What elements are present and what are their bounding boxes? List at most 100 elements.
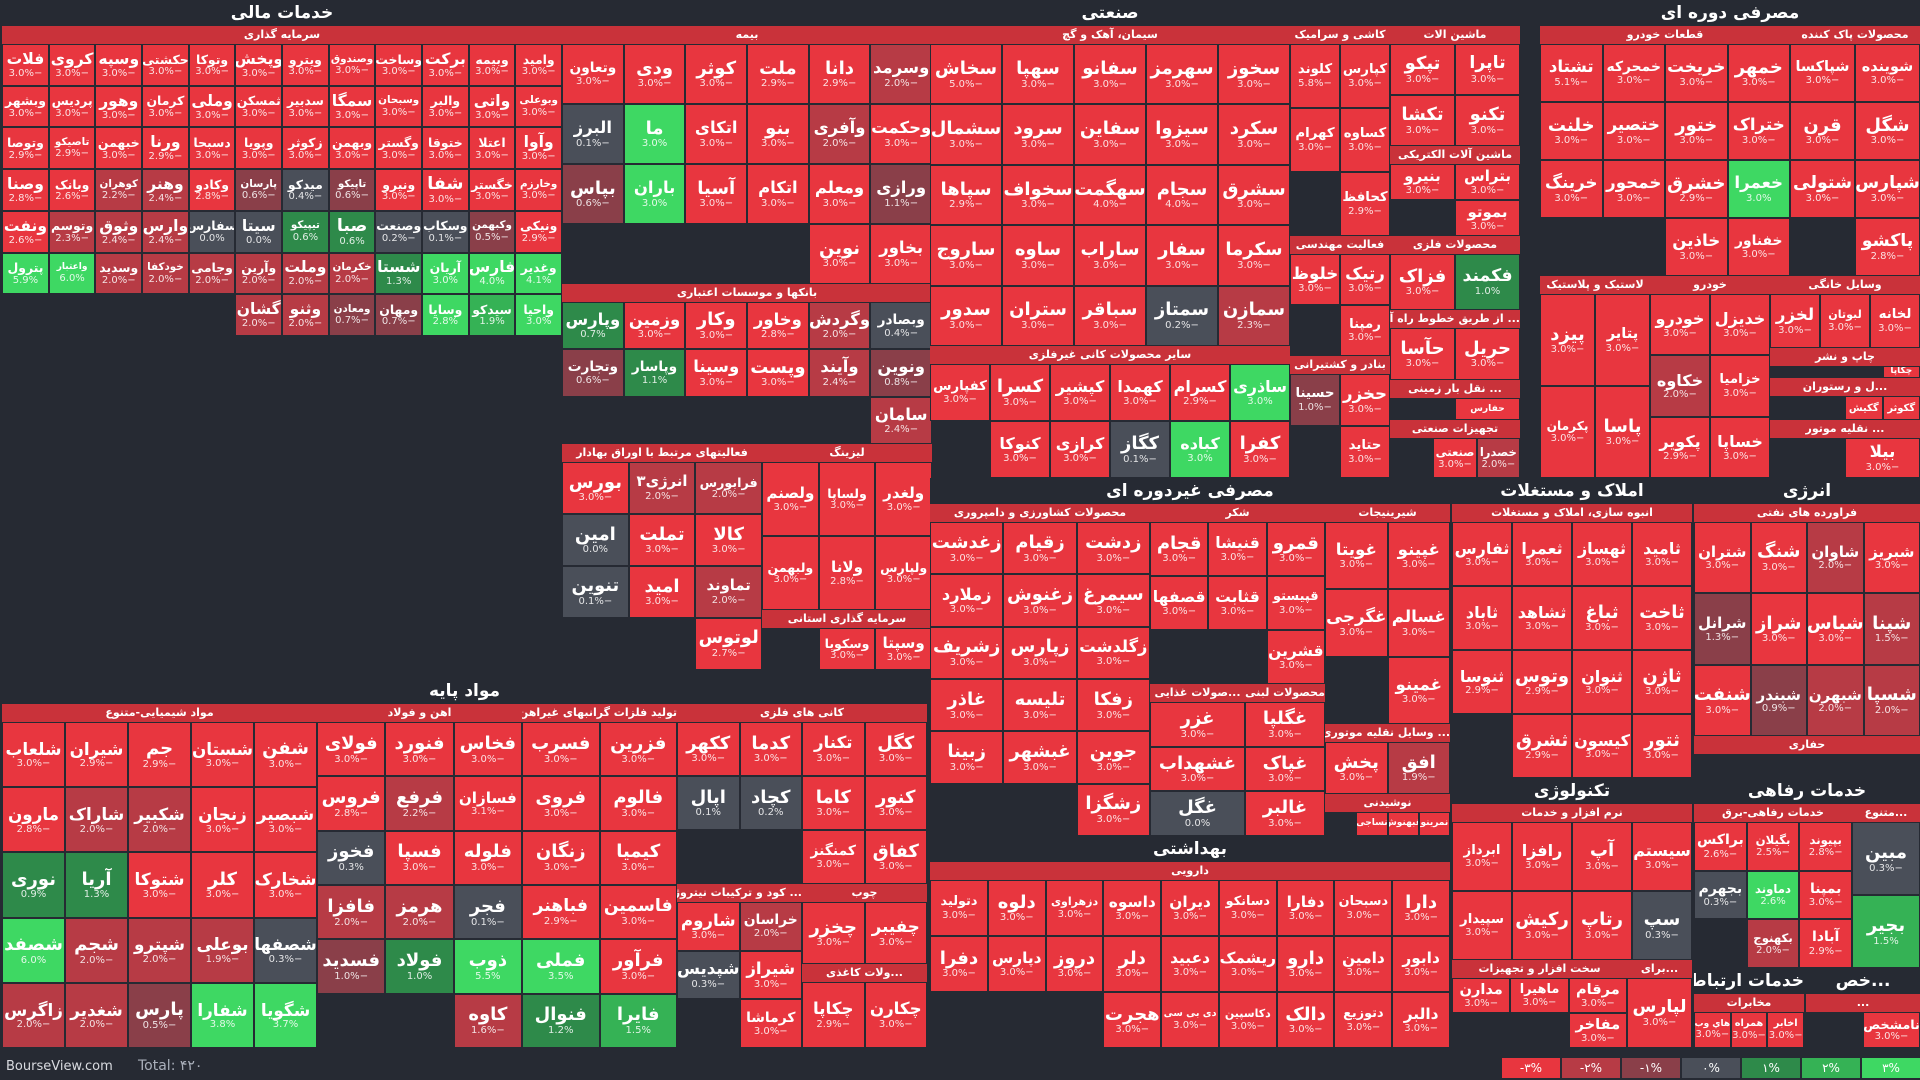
- stock-tile[interactable]: لوتوس −2.7%: [695, 618, 762, 670]
- stock-tile[interactable]: کلر −3.0%: [191, 852, 254, 918]
- stock-tile[interactable]: زفکا −3.0%: [1076, 678, 1150, 732]
- stock-tile[interactable]: سهگمت −4.0%: [1074, 164, 1146, 226]
- stock-tile[interactable]: غگرجی −3.0%: [1325, 589, 1388, 657]
- stock-tile[interactable]: شپاکسا −3.0%: [1790, 44, 1855, 102]
- stock-tile[interactable]: شسپا −2.0%: [1863, 664, 1920, 736]
- stock-tile[interactable]: دزهراوی −3.0%: [1045, 880, 1104, 936]
- stock-tile[interactable]: سمازن −2.3%: [1218, 285, 1290, 346]
- stock-tile[interactable]: بمپنا −3.0%: [1799, 870, 1852, 920]
- stock-tile[interactable]: وبیمه −3.0%: [468, 44, 516, 86]
- stock-tile[interactable]: شفن −3.0%: [254, 722, 317, 788]
- stock-tile[interactable]: شپدیس −0.3%: [677, 950, 740, 1000]
- stock-tile[interactable]: مدارن −3.0%: [1452, 978, 1511, 1013]
- stock-tile[interactable]: تلیسه −3.0%: [1003, 678, 1077, 732]
- stock-tile[interactable]: پخش −3.0%: [1325, 742, 1388, 794]
- stock-tile[interactable]: ثعمرا −3.0%: [1512, 522, 1572, 586]
- stock-tile[interactable]: فلوله −3.0%: [453, 830, 522, 885]
- stock-tile[interactable]: آبادا −2.9%: [1799, 919, 1852, 968]
- stock-tile[interactable]: ومعادن −0.7%: [328, 294, 376, 336]
- stock-tile[interactable]: والبر −3.0%: [422, 85, 469, 128]
- stock-tile[interactable]: لبوتان −3.0%: [1820, 294, 1870, 348]
- stock-tile[interactable]: فخاس −3.0%: [453, 722, 522, 777]
- stock-tile[interactable]: خمحور −3.0%: [1602, 160, 1665, 218]
- stock-tile[interactable]: دیران −3.0%: [1161, 880, 1219, 936]
- stock-tile[interactable]: ولانا −2.8%: [818, 536, 876, 610]
- stock-tile[interactable]: کدما −3.0%: [739, 722, 802, 776]
- stock-tile[interactable]: گکیش: [1845, 396, 1883, 420]
- stock-tile[interactable]: وسپتا −3.0%: [875, 628, 932, 670]
- stock-tile[interactable]: غویتا −3.0%: [1325, 522, 1388, 590]
- stock-tile[interactable]: شفا −3.0%: [422, 169, 469, 211]
- stock-tile[interactable]: بکهنوج −2.0%: [1746, 919, 1800, 968]
- stock-tile[interactable]: رتیک −3.0%: [1340, 254, 1390, 305]
- stock-tile[interactable]: وپاسار 1.1%: [623, 349, 686, 397]
- stock-tile[interactable]: ثهساز −3.0%: [1572, 522, 1632, 586]
- stock-tile[interactable]: تملت −3.0%: [628, 514, 696, 566]
- stock-tile[interactable]: زکوثر −3.0%: [282, 127, 329, 170]
- stock-tile[interactable]: قمرو −3.0%: [1266, 522, 1325, 576]
- stock-tile[interactable]: پترول 5.9%: [2, 252, 49, 295]
- stock-tile[interactable]: ثنوسا −2.9%: [1452, 650, 1512, 714]
- stock-tile[interactable]: شاراک −2.0%: [65, 787, 128, 853]
- stock-tile[interactable]: البرز −0.1%: [562, 104, 624, 164]
- stock-tile[interactable]: زدشت −3.0%: [1076, 522, 1150, 575]
- stock-tile[interactable]: وبشهر −3.0%: [2, 85, 49, 128]
- stock-tile[interactable]: خریخت −3.0%: [1665, 44, 1728, 102]
- stock-tile[interactable]: کمنگنز −3.0%: [802, 830, 865, 884]
- stock-tile[interactable]: چکاپا −2.9%: [802, 982, 865, 1048]
- stock-tile[interactable]: نامشخص −3.0%: [1863, 1012, 1920, 1048]
- stock-tile[interactable]: کهرام −3.0%: [1290, 108, 1340, 172]
- stock-tile[interactable]: ومهان −0.7%: [375, 294, 423, 336]
- stock-tile[interactable]: وغدیر 4.1%: [515, 252, 562, 295]
- stock-tile[interactable]: شپنا −1.5%: [1863, 593, 1920, 665]
- stock-tile[interactable]: وخارزم −3.0%: [515, 169, 562, 211]
- stock-tile[interactable]: وتوسم −2.3%: [48, 210, 96, 253]
- stock-tile[interactable]: شپارس −3.0%: [1855, 160, 1920, 218]
- stock-tile[interactable]: خرینگ −3.0%: [1540, 160, 1603, 218]
- stock-tile[interactable]: شصفها −0.3%: [254, 917, 317, 983]
- stock-tile[interactable]: ویترو −3.0%: [282, 44, 329, 86]
- stock-tile[interactable]: ثمسکن −3.0%: [235, 85, 283, 128]
- stock-tile[interactable]: وجامی −2.0%: [188, 252, 236, 295]
- stock-tile[interactable]: شبندر −0.9%: [1750, 664, 1807, 736]
- stock-tile[interactable]: پکویر −2.9%: [1650, 416, 1710, 478]
- stock-tile[interactable]: کرازی −3.0%: [1050, 421, 1110, 478]
- stock-tile[interactable]: شگل −3.0%: [1855, 102, 1920, 160]
- stock-tile[interactable]: حخزر −3.0%: [1340, 374, 1390, 426]
- stock-tile[interactable]: چفیبر −3.0%: [864, 902, 927, 964]
- stock-tile[interactable]: ونوین −0.8%: [870, 349, 932, 397]
- stock-tile[interactable]: قنیشا −3.0%: [1208, 522, 1267, 576]
- stock-tile[interactable]: چکارن −3.0%: [864, 982, 927, 1048]
- stock-tile[interactable]: چخزر −3.0%: [802, 902, 865, 964]
- stock-tile[interactable]: دپارس −3.0%: [987, 936, 1046, 992]
- stock-tile[interactable]: لخزر −3.0%: [1770, 294, 1820, 348]
- stock-tile[interactable]: فرآور −3.0%: [599, 939, 677, 994]
- stock-tile[interactable]: حریل −3.0%: [1455, 328, 1520, 380]
- stock-tile[interactable]: ستران −3.0%: [1002, 285, 1074, 346]
- stock-tile[interactable]: آریان 3.0%: [422, 252, 469, 295]
- stock-tile[interactable]: شنگ −3.0%: [1750, 522, 1807, 594]
- stock-tile[interactable]: واعتبار 6.0%: [48, 252, 96, 295]
- stock-tile[interactable]: وثنو −2.0%: [282, 294, 329, 336]
- stock-tile[interactable]: خمهر −3.0%: [1727, 44, 1790, 102]
- stock-tile[interactable]: ثاخت −3.0%: [1632, 586, 1692, 650]
- stock-tile[interactable]: زشریف −3.0%: [930, 626, 1004, 679]
- stock-tile[interactable]: وبانک −2.6%: [48, 169, 96, 211]
- stock-tile[interactable]: شصفد 6.0%: [2, 917, 65, 983]
- stock-tile[interactable]: زبینا −3.0%: [930, 731, 1004, 784]
- stock-tile[interactable]: بگیلان −2.5%: [1746, 822, 1800, 871]
- stock-tile[interactable]: وصنا −2.8%: [2, 169, 49, 211]
- stock-tile[interactable]: فسرب −3.0%: [522, 722, 600, 777]
- stock-tile[interactable]: ومعلم −3.0%: [808, 164, 871, 224]
- stock-tile[interactable]: وهنر −2.4%: [142, 169, 189, 211]
- stock-tile[interactable]: امین 0.0%: [562, 514, 629, 566]
- stock-tile[interactable]: ختراک −3.0%: [1727, 102, 1790, 160]
- stock-tile[interactable]: دتولید −3.0%: [930, 880, 988, 936]
- stock-tile[interactable]: سیستم −3.0%: [1632, 822, 1692, 891]
- stock-tile[interactable]: ورازی −1.1%: [870, 164, 932, 224]
- stock-tile[interactable]: بجهرم −0.3%: [1694, 870, 1747, 920]
- stock-tile[interactable]: ملت −2.9%: [747, 44, 809, 104]
- stock-tile[interactable]: سکرما −3.0%: [1218, 225, 1290, 286]
- stock-tile[interactable]: ولبهمن −3.0%: [762, 536, 819, 610]
- stock-tile[interactable]: زنگان −3.0%: [522, 830, 600, 885]
